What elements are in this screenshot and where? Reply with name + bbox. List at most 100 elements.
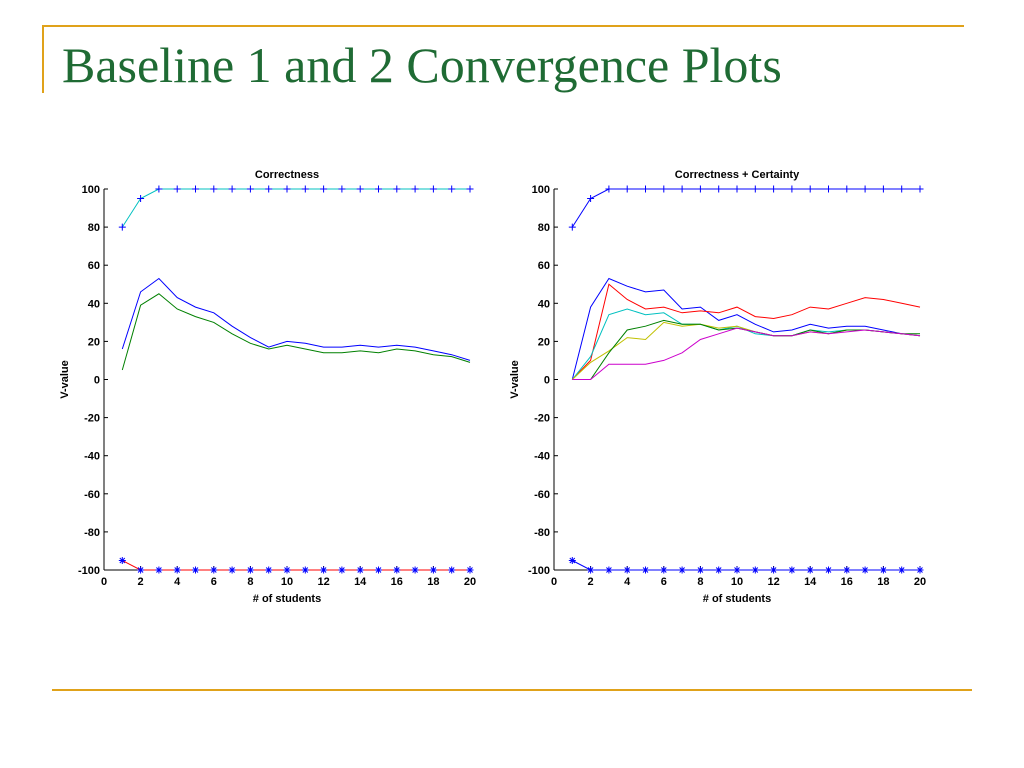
series-7-point [715, 566, 723, 574]
series-0-point [466, 185, 474, 193]
series-7-point [898, 566, 906, 574]
series-3-point [173, 566, 181, 574]
series-0-point [678, 185, 686, 193]
series-0-point [696, 185, 704, 193]
series-7-point [843, 566, 851, 574]
top-accent-rule [42, 25, 964, 27]
chart-title: Correctness [255, 169, 319, 181]
series-3-point [155, 566, 163, 574]
series-3-point [283, 566, 291, 574]
series-line-6 [572, 327, 921, 380]
slide-title: Baseline 1 and 2 Convergence Plots [62, 37, 782, 93]
y-tick-label: 80 [88, 222, 100, 234]
series-0-point [642, 185, 649, 193]
y-tick-label: -100 [78, 565, 100, 577]
y-tick-label: 100 [532, 184, 550, 196]
y-tick-label: 0 [544, 375, 550, 387]
series-7-point [678, 566, 686, 574]
x-tick-label: 14 [804, 576, 817, 588]
series-3-point [338, 566, 346, 574]
series-0-point [338, 185, 346, 193]
series-0-point [210, 185, 218, 193]
series-3-point [192, 566, 199, 574]
series-0-point [320, 185, 328, 193]
series-7-point [605, 566, 613, 574]
y-tick-label: -60 [84, 489, 100, 501]
series-3-point [356, 566, 364, 574]
y-tick-label: 40 [538, 298, 550, 310]
y-tick-label: -100 [528, 565, 550, 577]
series-0-point [118, 223, 126, 231]
x-tick-label: 16 [391, 576, 403, 588]
series-0-point [715, 185, 723, 193]
series-line-2 [121, 293, 471, 371]
series-line-1 [121, 277, 471, 361]
series-7-point [587, 566, 595, 574]
series-0-point [301, 185, 309, 193]
y-tick-label: -80 [534, 527, 550, 539]
chart-title: Correctness + Certainty [675, 169, 800, 181]
series-0-point [916, 185, 924, 193]
series-3-point [393, 566, 401, 574]
series-3-point [228, 566, 236, 574]
series-0-point [788, 185, 796, 193]
series-3-point [137, 566, 145, 574]
x-tick-label: 6 [211, 576, 217, 588]
series-0-point [192, 185, 199, 193]
series-line-0 [571, 188, 920, 228]
series-0-point [843, 185, 851, 193]
y-tick-label: 40 [88, 298, 100, 310]
series-line-3 [122, 560, 470, 571]
series-0-point [155, 185, 163, 193]
x-tick-label: 2 [138, 576, 144, 588]
y-tick-label: 20 [88, 336, 100, 348]
series-0-point [605, 185, 613, 193]
series-0-point [356, 185, 364, 193]
series-0-point [246, 185, 254, 193]
series-0-point [375, 185, 382, 193]
series-3-point [429, 566, 437, 574]
y-tick-label: 20 [538, 336, 550, 348]
x-tick-label: 0 [101, 576, 107, 588]
series-7-point [788, 566, 796, 574]
series-3-point [301, 566, 309, 574]
x-tick-label: 8 [247, 576, 253, 588]
y-tick-label: -80 [84, 527, 100, 539]
series-0-point [137, 195, 145, 203]
x-tick-label: 0 [551, 576, 557, 588]
series-7-point [660, 566, 668, 574]
series-0-point [825, 185, 832, 193]
series-7-point [733, 566, 741, 574]
series-0-point [733, 185, 741, 193]
x-tick-label: 12 [317, 576, 329, 588]
series-7-point [751, 566, 759, 574]
y-tick-label: 0 [94, 375, 100, 387]
series-7-point [806, 566, 814, 574]
series-0-point [448, 185, 456, 193]
x-tick-label: 6 [661, 576, 667, 588]
x-tick-label: 4 [174, 576, 181, 588]
series-3-point [320, 566, 328, 574]
series-3-point [118, 556, 126, 564]
series-0-point [879, 185, 887, 193]
y-tick-label: -40 [84, 451, 100, 463]
series-3-point [411, 566, 419, 574]
left-accent-rule [42, 25, 44, 93]
bottom-accent-rule [52, 689, 972, 691]
x-tick-label: 10 [731, 576, 743, 588]
y-tick-label: 100 [82, 184, 100, 196]
series-0-point [568, 223, 576, 231]
series-7-point [861, 566, 869, 574]
series-line-0 [121, 188, 470, 228]
series-3-point [210, 566, 218, 574]
y-tick-label: -20 [534, 413, 550, 425]
series-0-point [751, 185, 759, 193]
series-0-point [173, 185, 181, 193]
x-tick-label: 20 [914, 576, 926, 588]
x-tick-label: 18 [877, 576, 889, 588]
x-tick-label: 10 [281, 576, 293, 588]
series-line-4 [571, 321, 921, 380]
series-0-point [587, 195, 595, 203]
series-7-point [568, 556, 576, 564]
y-tick-label: 80 [538, 222, 550, 234]
